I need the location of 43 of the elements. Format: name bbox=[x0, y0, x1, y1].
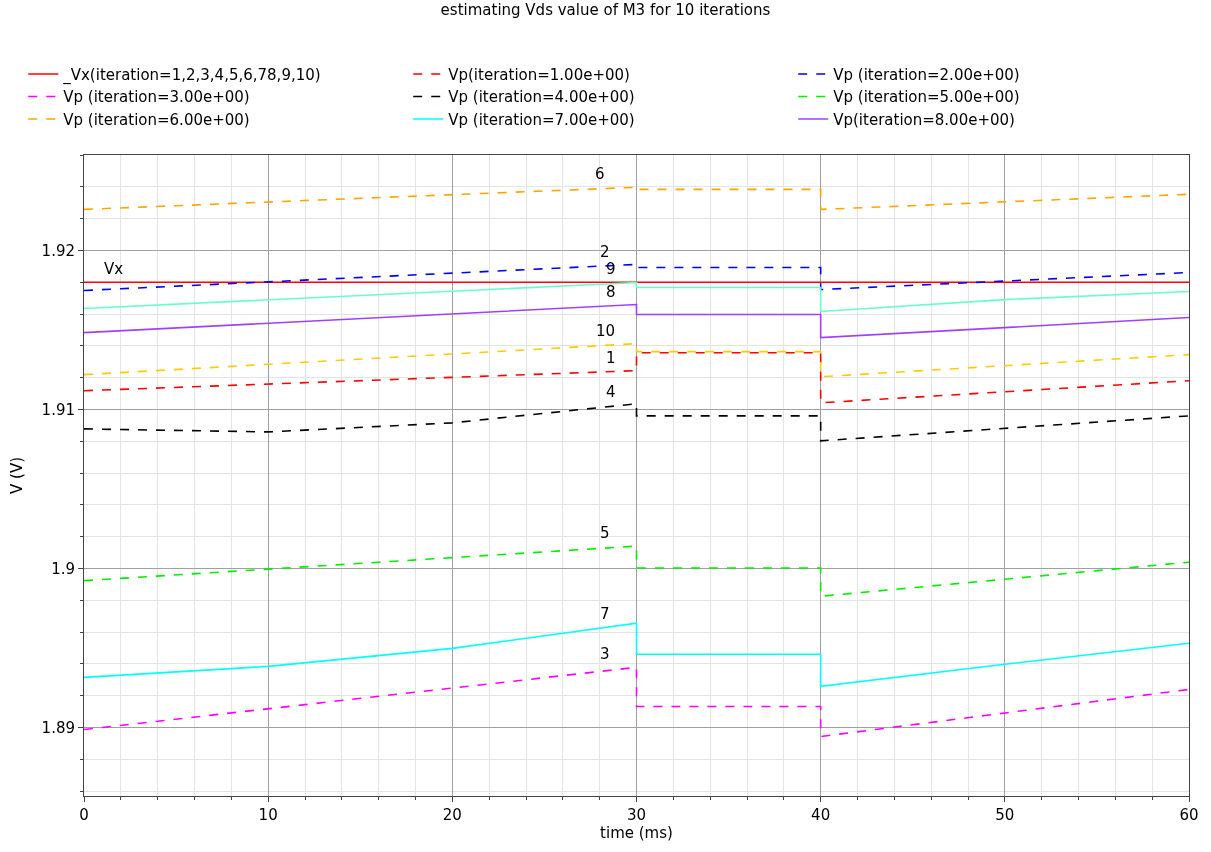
line-series bbox=[84, 342, 1189, 378]
legend-label: _Vx(iteration=1,2,3,4,5,6,78,9,10) bbox=[62, 65, 321, 85]
annotation: 4 bbox=[606, 383, 616, 401]
x-axis-title: time (ms) bbox=[600, 824, 673, 842]
legend-label: Vp (iteration=3.00e+00) bbox=[63, 88, 250, 107]
legend-label: Vp (iteration=7.00e+00) bbox=[448, 110, 635, 129]
annotation: 5 bbox=[600, 524, 610, 542]
legend-label: Vp(iteration=1.00e+00) bbox=[448, 65, 630, 84]
annotation: 3 bbox=[600, 645, 610, 663]
y-tick-label: 1.9 bbox=[51, 559, 75, 578]
y-tick-label: 1.92 bbox=[41, 241, 75, 260]
x-tick-label: 40 bbox=[811, 806, 831, 824]
annotation: 2 bbox=[600, 243, 610, 261]
y-tick-label: 1.89 bbox=[41, 718, 75, 737]
legend-label: Vp(iteration=8.00e+00) bbox=[833, 110, 1015, 129]
annotation: 6 bbox=[595, 165, 605, 183]
chart-title: estimating Vds value of M3 for 10 iterations bbox=[440, 0, 771, 19]
legend-label: Vp (iteration=5.00e+00) bbox=[833, 88, 1020, 107]
y-axis-title: V (V) bbox=[7, 457, 26, 494]
x-tick-label: 10 bbox=[258, 806, 278, 824]
x-tick-label: 20 bbox=[442, 806, 462, 824]
line-series bbox=[84, 402, 1189, 442]
annotation: 9 bbox=[606, 260, 616, 278]
legend-label: Vp (iteration=2.00e+00) bbox=[833, 65, 1020, 84]
legend-label: Vp (iteration=6.00e+00) bbox=[63, 110, 250, 129]
x-tick-label: 0 bbox=[79, 806, 89, 824]
annotation: 7 bbox=[600, 605, 610, 623]
line-series bbox=[84, 186, 1189, 211]
annotation: 1 bbox=[606, 349, 616, 367]
annotation: Vx bbox=[104, 260, 124, 278]
legend-label: Vp (iteration=4.00e+00) bbox=[448, 88, 635, 107]
x-tick-label: 60 bbox=[1179, 806, 1199, 824]
line-series bbox=[84, 351, 1189, 404]
line-series bbox=[84, 303, 1189, 339]
x-tick-label: 30 bbox=[626, 806, 647, 824]
line-series bbox=[84, 622, 1189, 688]
y-tick-label: 1.91 bbox=[41, 400, 75, 419]
line-series bbox=[84, 281, 1189, 313]
annotation: 8 bbox=[606, 283, 616, 301]
x-tick-label: 50 bbox=[995, 806, 1015, 824]
annotation: 10 bbox=[596, 322, 616, 340]
line-series bbox=[84, 545, 1189, 598]
line-series bbox=[84, 666, 1189, 738]
